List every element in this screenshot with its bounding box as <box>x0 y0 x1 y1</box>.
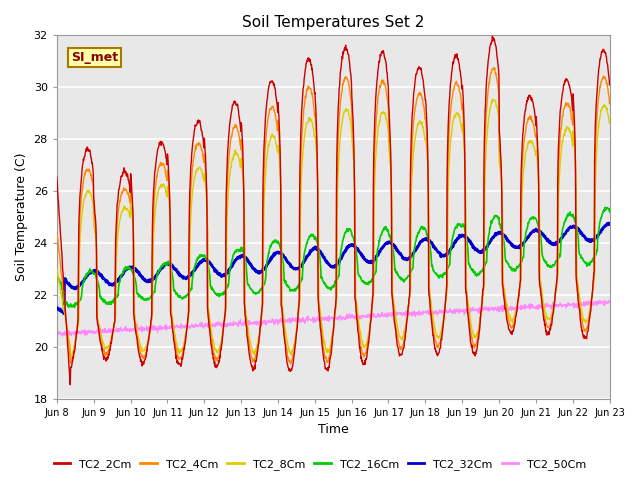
Legend: TC2_2Cm, TC2_4Cm, TC2_8Cm, TC2_16Cm, TC2_32Cm, TC2_50Cm: TC2_2Cm, TC2_4Cm, TC2_8Cm, TC2_16Cm, TC2… <box>49 455 591 474</box>
Y-axis label: Soil Temperature (C): Soil Temperature (C) <box>15 153 28 281</box>
Title: Soil Temperatures Set 2: Soil Temperatures Set 2 <box>242 15 424 30</box>
X-axis label: Time: Time <box>318 423 349 436</box>
Text: SI_met: SI_met <box>70 51 118 64</box>
